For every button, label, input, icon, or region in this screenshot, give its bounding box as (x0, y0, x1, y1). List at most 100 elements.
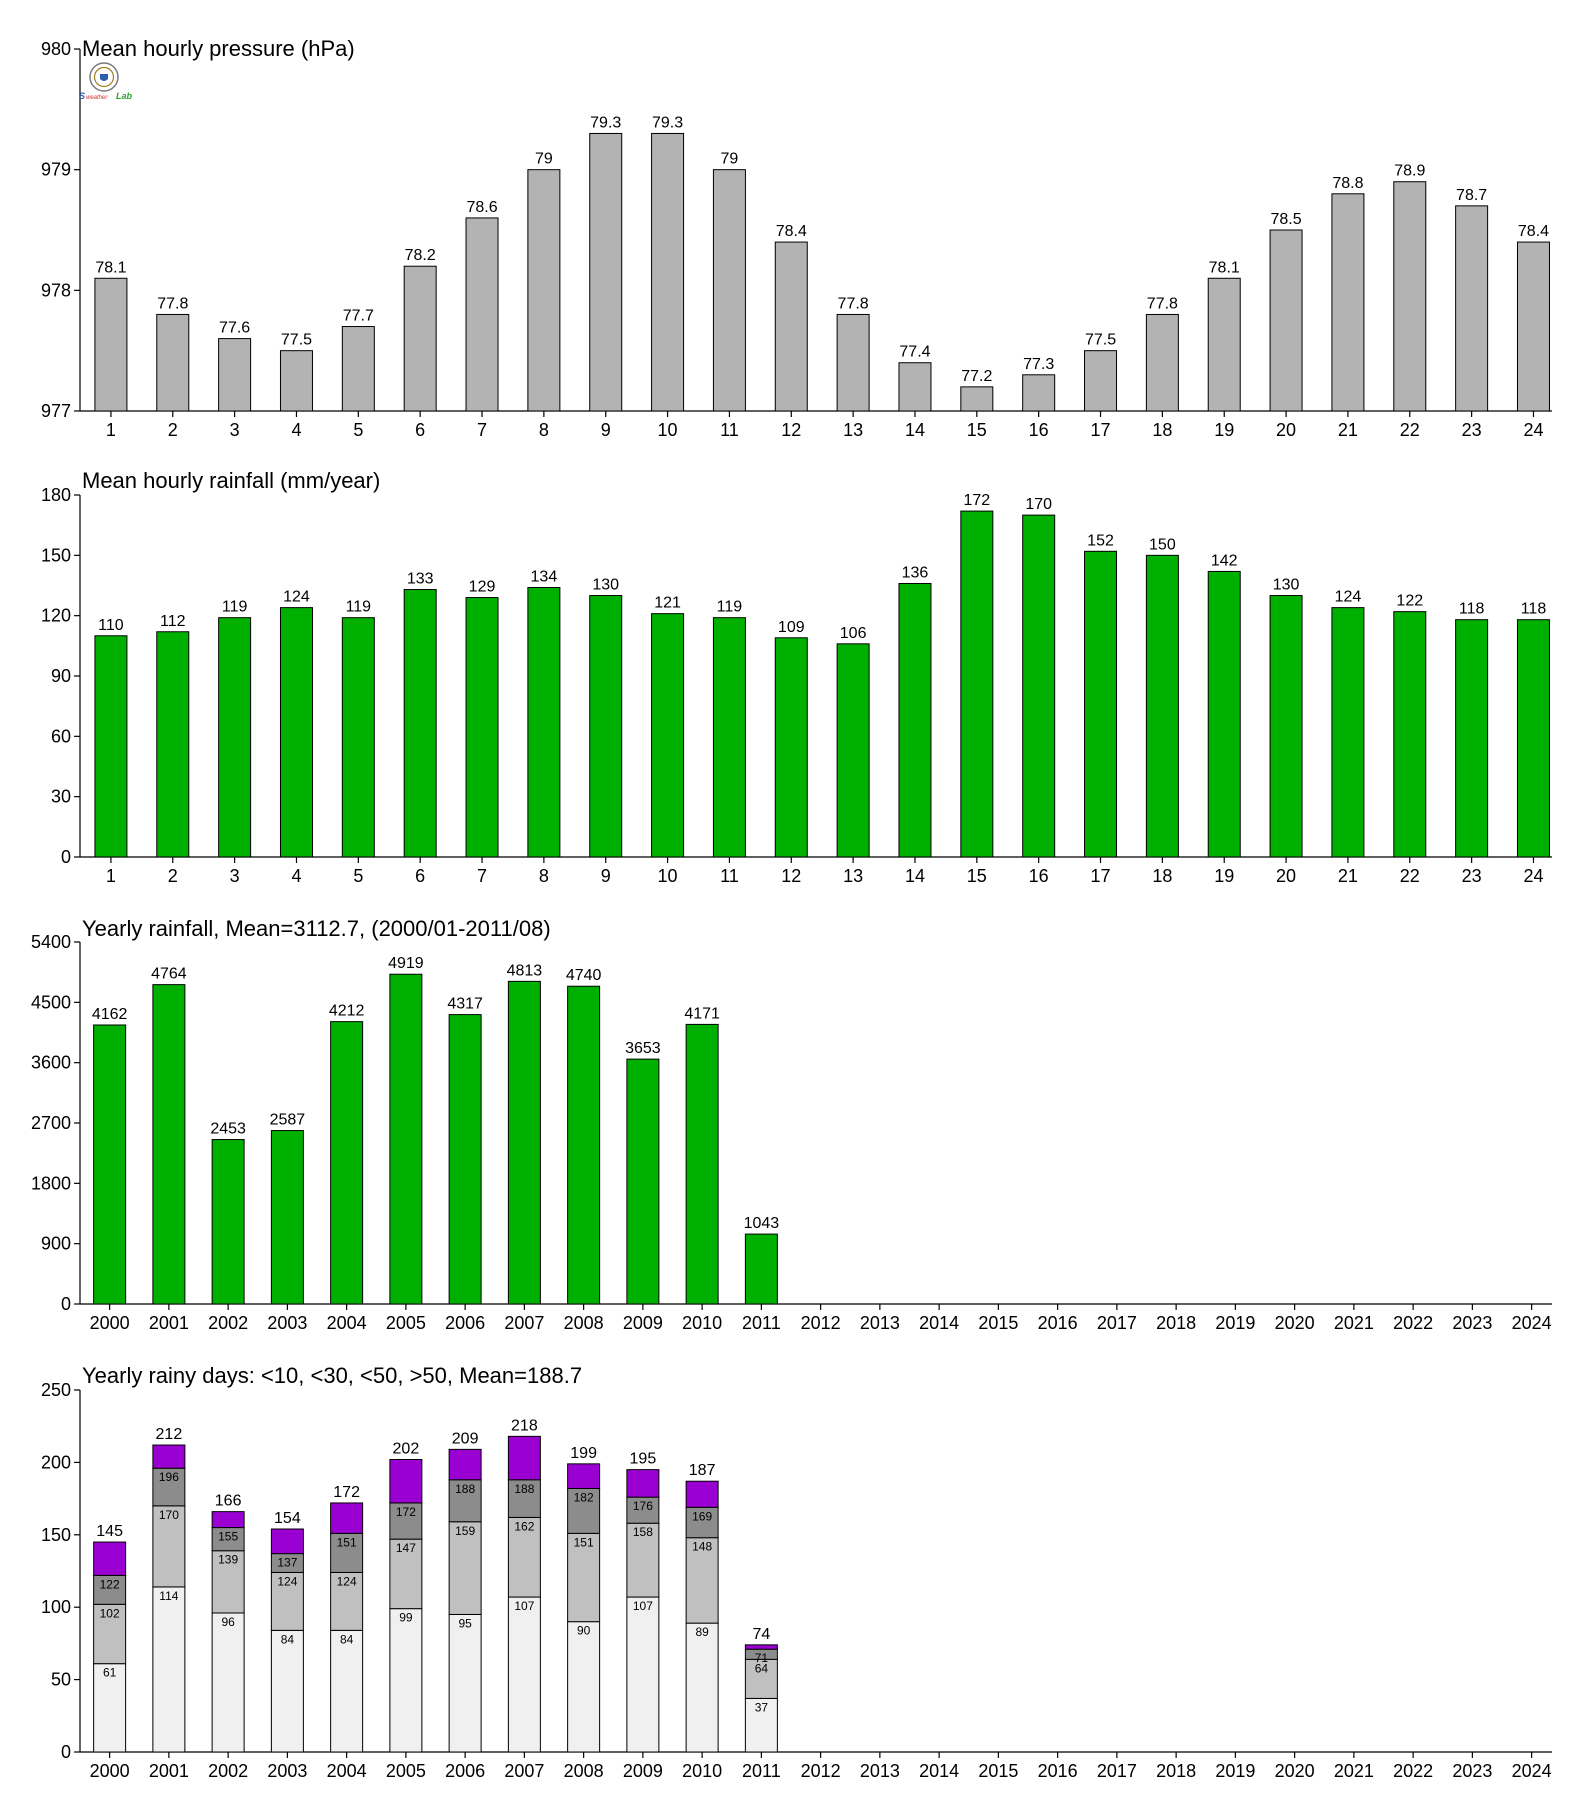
bar-value-label: 77.6 (219, 320, 250, 337)
x-tick-label: 2019 (1215, 1313, 1255, 1333)
bar-value-label: 78.4 (1518, 223, 1549, 240)
bar-value-label: 152 (1087, 532, 1114, 549)
bar-value-label: 77.8 (838, 295, 869, 312)
pressure-bar (1455, 205, 1489, 412)
x-tick-label: 2 (168, 420, 178, 440)
segment-value-label: 188 (514, 1482, 534, 1496)
bar-value-label: 106 (840, 625, 867, 642)
bar-value-label: 79 (535, 151, 553, 168)
svg-text:Lab: Lab (116, 91, 133, 101)
bar-segment-lt30 (211, 1550, 245, 1614)
y-tick-label: 100 (41, 1597, 71, 1617)
x-tick-label: 24 (1523, 866, 1543, 886)
x-tick-label: 11 (720, 420, 739, 440)
y-tick-label: 3600 (31, 1053, 71, 1073)
x-tick-label: 6 (415, 866, 425, 886)
x-tick-label: 12 (781, 420, 801, 440)
x-tick-label: 10 (658, 420, 678, 440)
yearly-rain-bar (685, 1023, 719, 1305)
pressure-bar (1022, 374, 1056, 412)
segment-value-label: 169 (692, 1509, 712, 1523)
x-tick-label: 18 (1152, 420, 1172, 440)
x-tick-label: 2012 (801, 1313, 841, 1333)
y-tick-label: 50 (51, 1670, 71, 1690)
pressure-bar (156, 313, 190, 412)
bar-segment-gt50 (211, 1511, 245, 1529)
x-tick-label: 4 (291, 866, 301, 886)
bar-segment-lt30 (270, 1571, 304, 1631)
x-tick-label: 2010 (682, 1313, 722, 1333)
yearly-rain-bar (211, 1139, 245, 1305)
hourly-rain-bar (712, 617, 746, 858)
bar-value-label: 142 (1211, 552, 1238, 569)
x-tick-label: 6 (415, 420, 425, 440)
yearly-rain-bar (567, 985, 601, 1305)
segment-value-label: 151 (574, 1535, 594, 1549)
yearly-rain-bar (93, 1024, 127, 1305)
bar-value-label: 136 (902, 564, 929, 581)
bar-value-label: 78.9 (1394, 163, 1425, 180)
bar-segment-lt50 (330, 1532, 364, 1573)
bar-value-label: 78.6 (466, 199, 497, 216)
bar-value-label: 4317 (447, 996, 483, 1013)
yearly-rainfall-chart: Yearly rainfall, Mean=3112.7, (2000/01-2… (31, 916, 1552, 1333)
x-tick-label: 13 (843, 866, 863, 886)
bar-value-label: 4171 (684, 1005, 720, 1022)
bar-total-label: 209 (452, 1430, 479, 1447)
bar-segment-gt50 (389, 1459, 423, 1504)
x-tick-label: 2001 (149, 1761, 189, 1781)
bar-total-label: 187 (689, 1462, 716, 1479)
y-tick-label: 150 (41, 1525, 71, 1545)
segment-value-label: 148 (692, 1540, 712, 1554)
y-tick-label: 900 (41, 1234, 71, 1254)
x-tick-label: 3 (230, 420, 240, 440)
segment-value-label: 107 (633, 1599, 653, 1613)
x-tick-label: 2018 (1156, 1761, 1196, 1781)
x-tick-label: 1 (106, 866, 116, 886)
bar-value-label: 3653 (625, 1040, 661, 1057)
segment-value-label: 188 (455, 1482, 475, 1496)
hourly-rain-bar (1269, 595, 1303, 858)
chart-title: Mean hourly pressure (hPa) (82, 36, 355, 61)
bar-value-label: 4764 (151, 966, 187, 983)
bar-total-label: 172 (333, 1484, 360, 1501)
x-tick-label: 5 (353, 420, 363, 440)
y-tick-label: 90 (51, 666, 71, 686)
segment-value-label: 84 (281, 1632, 295, 1646)
pressure-bar (465, 217, 499, 412)
bar-value-label: 119 (222, 599, 248, 616)
y-tick-label: 977 (41, 401, 71, 421)
x-tick-label: 16 (1029, 420, 1049, 440)
bar-value-label: 170 (1025, 496, 1052, 513)
x-tick-label: 2008 (564, 1761, 604, 1781)
hourly-rain-bar (836, 643, 870, 858)
bar-segment-lt10 (744, 1697, 778, 1753)
hourly-rain-bar (774, 637, 808, 858)
x-tick-label: 24 (1523, 420, 1543, 440)
bar-value-label: 4813 (507, 962, 543, 979)
bar-segment-lt50 (685, 1506, 719, 1539)
x-tick-label: 20 (1276, 866, 1296, 886)
x-tick-label: 18 (1152, 866, 1172, 886)
x-tick-label: 23 (1462, 420, 1482, 440)
yearly-rain-bar (744, 1233, 778, 1305)
pressure-bar (836, 313, 870, 412)
bar-value-label: 79.3 (652, 114, 683, 131)
bar-segment-lt10 (211, 1612, 245, 1753)
chart-title: Yearly rainfall, Mean=3112.7, (2000/01-2… (82, 916, 551, 941)
y-tick-label: 0 (61, 1294, 71, 1314)
bar-value-label: 134 (531, 569, 558, 586)
bar-value-label: 118 (1459, 601, 1485, 618)
bar-segment-lt10 (507, 1596, 541, 1753)
segment-value-label: 37 (755, 1700, 769, 1714)
x-tick-label: 2019 (1215, 1761, 1255, 1781)
bar-value-label: 77.2 (961, 368, 992, 385)
yearly-rain-bar (448, 1014, 482, 1305)
bar-segment-lt50 (152, 1467, 186, 1507)
bar-segment-gt50 (152, 1444, 186, 1469)
segment-value-label: 137 (277, 1556, 297, 1570)
bar-segment-lt50 (567, 1487, 601, 1534)
x-tick-label: 2010 (682, 1761, 722, 1781)
segment-value-label: 64 (755, 1661, 769, 1675)
bar-total-label: 199 (570, 1445, 597, 1462)
